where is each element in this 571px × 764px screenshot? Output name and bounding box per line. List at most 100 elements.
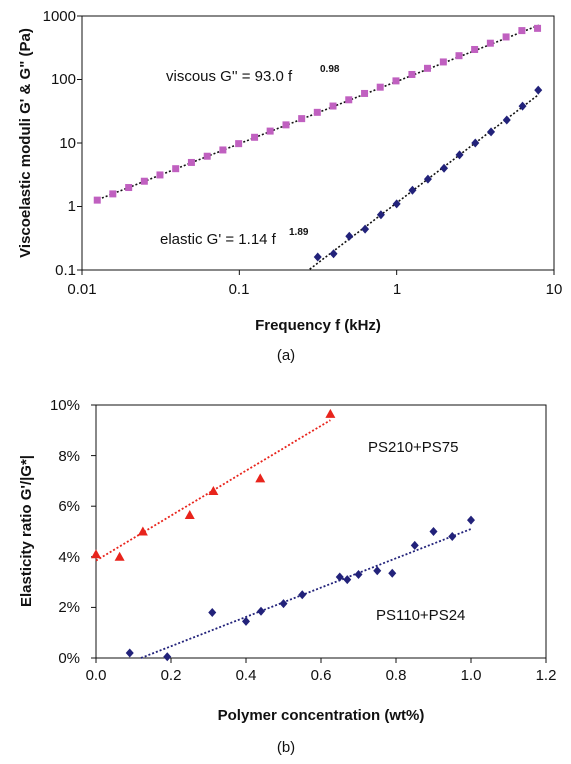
ps110-point bbox=[343, 575, 352, 585]
ps110-point bbox=[257, 606, 265, 616]
ps110-point bbox=[429, 527, 438, 536]
elastic-point bbox=[440, 163, 449, 173]
viscous-point bbox=[235, 140, 243, 148]
viscous-point bbox=[361, 89, 369, 97]
a-ticks bbox=[77, 15, 555, 275]
y-tick-label: 6% bbox=[58, 498, 80, 515]
viscous-point bbox=[534, 24, 542, 32]
series-label-ps110: PS110+PS24 bbox=[376, 607, 465, 624]
ps110-point bbox=[354, 570, 363, 580]
y-tick-label: 10% bbox=[50, 397, 80, 414]
elastic-point bbox=[361, 224, 370, 234]
x-tick-label: 0.8 bbox=[386, 667, 407, 684]
x-tick-label: 0.2 bbox=[161, 667, 182, 684]
viscous-point bbox=[439, 58, 447, 66]
ps210-point bbox=[114, 551, 125, 561]
ps110-point bbox=[448, 532, 457, 542]
viscous-point bbox=[298, 115, 306, 123]
ps210-point bbox=[255, 473, 266, 483]
y-axis-title: Elasticity ratio G'/|G*| bbox=[18, 455, 35, 607]
plot-frame-b bbox=[95, 404, 547, 659]
ps210-point bbox=[137, 526, 148, 536]
viscous-point bbox=[392, 77, 400, 85]
viscous-point bbox=[282, 121, 290, 129]
ps110-point bbox=[298, 590, 307, 600]
viscous-point bbox=[251, 133, 259, 141]
ps110-point bbox=[335, 572, 344, 582]
b-data-points bbox=[91, 408, 475, 662]
elastic-point bbox=[471, 138, 480, 148]
viscous-point bbox=[455, 52, 463, 60]
viscous-point bbox=[93, 196, 101, 204]
ps110-point bbox=[373, 566, 382, 576]
y-tick-label: 0% bbox=[58, 650, 80, 667]
x-tick-label: 1 bbox=[393, 281, 401, 298]
x-tick-label: 0.01 bbox=[67, 281, 96, 298]
viscous-point bbox=[518, 27, 526, 35]
y-tick-label: 10 bbox=[59, 135, 76, 152]
viscous-point bbox=[156, 171, 164, 179]
fit-line bbox=[309, 93, 540, 270]
elastic-point bbox=[376, 210, 385, 220]
viscous-point bbox=[329, 102, 337, 110]
viscous-point bbox=[345, 96, 353, 104]
viscous-annotation: viscous G'' = 93.0 f bbox=[166, 68, 293, 85]
ps210-point bbox=[325, 408, 336, 418]
viscous-point bbox=[408, 70, 416, 78]
x-axis-title: Frequency f (kHz) bbox=[255, 317, 381, 334]
x-tick-label: 0.1 bbox=[229, 281, 250, 298]
y-tick-label: 1 bbox=[68, 198, 76, 215]
viscous-point bbox=[471, 45, 479, 53]
elastic-point bbox=[345, 231, 354, 241]
viscous-point bbox=[203, 152, 211, 160]
ps210-point bbox=[184, 510, 195, 520]
panel-label-b: (b) bbox=[277, 739, 295, 756]
elastic-point bbox=[534, 85, 543, 95]
y-tick-label: 100 bbox=[51, 71, 76, 88]
ps110-point bbox=[388, 568, 397, 578]
x-tick-label: 0.0 bbox=[86, 667, 107, 684]
panel-b: 0.0 0.2 0.4 0.6 0.8 1.0 1.2 0% 2% 4% 6% … bbox=[18, 397, 556, 756]
a-data-points bbox=[93, 24, 543, 262]
panel-a: 0.01 0.1 1 10 0.1 1 10 100 1000 Frequenc… bbox=[17, 8, 562, 364]
plot-frame-a bbox=[81, 15, 555, 271]
y-axis-title: Viscoelastic moduli G' & G" (Pa) bbox=[17, 28, 34, 258]
elastic-point bbox=[487, 127, 496, 137]
elastic-point bbox=[408, 185, 417, 195]
x-tick-label: 1.0 bbox=[461, 667, 482, 684]
y-tick-label: 0.1 bbox=[55, 262, 76, 279]
x-tick-label: 0.6 bbox=[311, 667, 332, 684]
viscous-point bbox=[187, 158, 195, 166]
ps110-point bbox=[467, 515, 475, 525]
series-label-ps210: PS210+PS75 bbox=[368, 439, 459, 456]
elastic-exponent: 1.89 bbox=[289, 227, 309, 238]
elastic-point bbox=[392, 199, 401, 209]
viscous-exponent: 0.98 bbox=[320, 64, 340, 75]
viscous-point bbox=[423, 64, 431, 72]
x-tick-label: 0.4 bbox=[236, 667, 257, 684]
elastic-point bbox=[518, 101, 527, 111]
elastic-point bbox=[455, 150, 464, 160]
ps110-point bbox=[208, 607, 217, 617]
ps110-trend-line bbox=[140, 528, 472, 659]
viscous-point bbox=[502, 33, 510, 41]
panel-label-a: (a) bbox=[277, 347, 295, 364]
elastic-point bbox=[329, 249, 338, 259]
elastic-point bbox=[502, 115, 511, 125]
viscous-point bbox=[486, 39, 494, 47]
viscous-point bbox=[219, 146, 227, 154]
ps210-point bbox=[91, 549, 101, 559]
y-tick-label: 1000 bbox=[43, 8, 76, 25]
x-tick-label: 10 bbox=[546, 281, 563, 298]
viscous-point bbox=[376, 83, 384, 91]
y-tick-label: 4% bbox=[58, 549, 80, 566]
viscous-point bbox=[125, 184, 133, 192]
ps210-point bbox=[208, 486, 219, 496]
viscous-point bbox=[172, 165, 180, 173]
ps110-point bbox=[279, 599, 288, 609]
y-tick-label: 8% bbox=[58, 448, 80, 465]
ps110-point bbox=[410, 540, 419, 550]
elastic-point bbox=[313, 252, 322, 262]
elastic-point bbox=[423, 174, 432, 184]
